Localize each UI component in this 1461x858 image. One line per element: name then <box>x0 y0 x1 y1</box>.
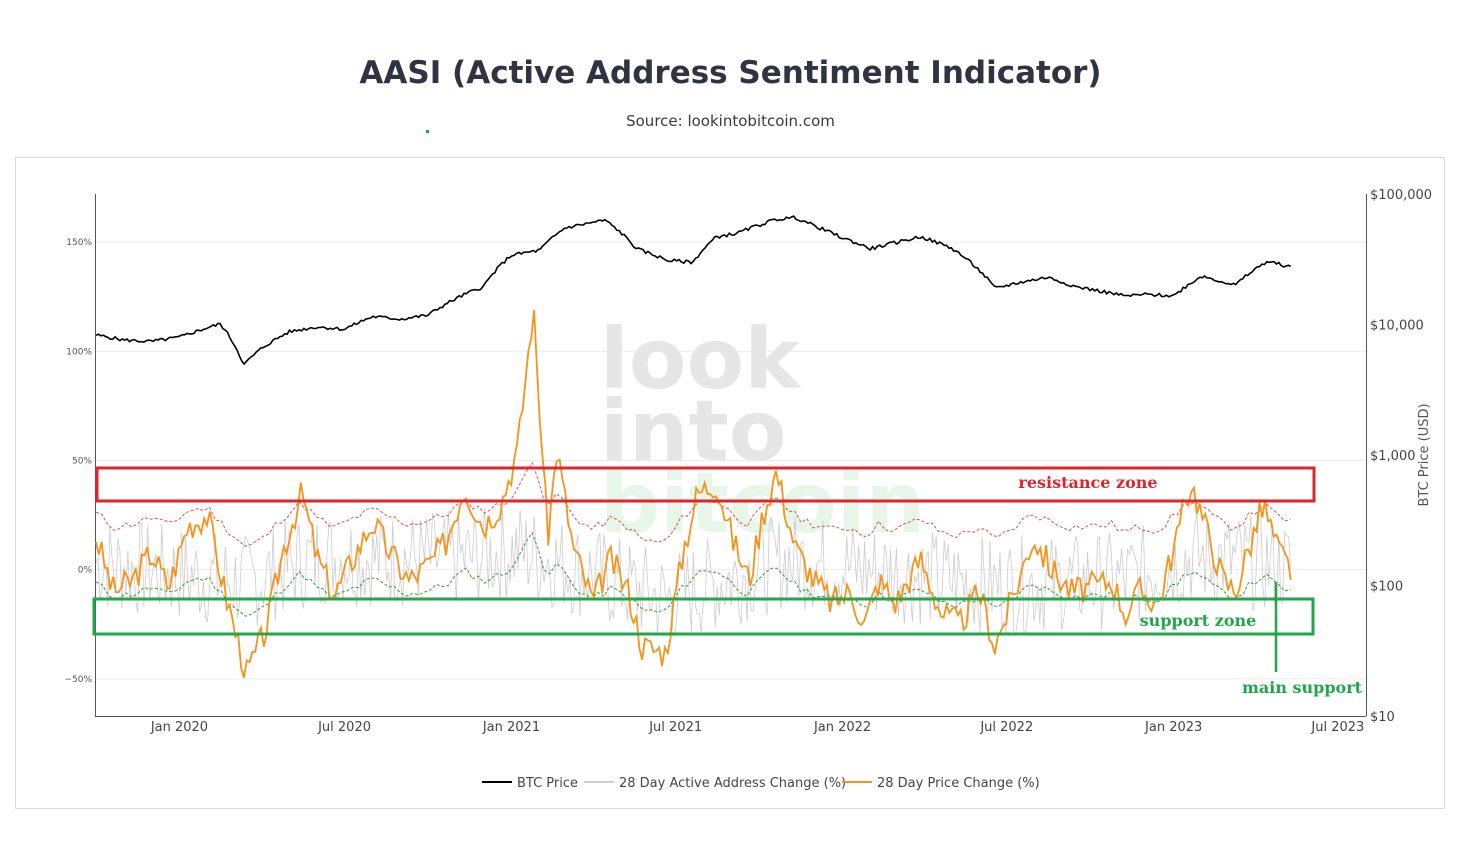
right-tick-label: $100,000 <box>1370 188 1432 203</box>
right-axis-title: BTC Price (USD) <box>1417 403 1432 506</box>
series-btc-price <box>95 215 1292 366</box>
legend: BTC Price 28 Day Active Address Change (… <box>482 776 1040 791</box>
watermark-line-2: into <box>600 382 786 480</box>
lower-band-line <box>95 531 1291 617</box>
x-tick-labels: Jan 2020 Jul 2020 Jan 2021 Jul 2021 Jan 2022… <box>150 720 1365 735</box>
chart-subtitle: Source: lookintobitcoin.com <box>626 112 835 130</box>
left-tick-label: 100% <box>66 347 92 357</box>
x-tick-label: Jan 2022 <box>813 720 871 735</box>
chart-title: AASI (Active Address Sentiment Indicator… <box>359 55 1102 91</box>
btc-price-line <box>95 215 1292 366</box>
left-tick-label: 150% <box>66 238 92 248</box>
decorative-dot <box>426 130 429 133</box>
left-tick-label: 50% <box>72 456 92 466</box>
left-tick-labels: −50% 0% 50% 100% 150% <box>64 238 92 685</box>
left-tick-label: −50% <box>64 675 92 685</box>
main-support-label: main support <box>1242 678 1363 697</box>
right-tick-labels: $10 $100 $1,000 $10,000 $100,000 <box>1370 188 1432 725</box>
series-price-change <box>95 309 1292 678</box>
support-zone-box <box>92 597 1315 636</box>
legend-label-active: 28 Day Active Address Change (%) <box>619 776 846 791</box>
resistance-zone-label: resistance zone <box>1018 473 1157 492</box>
right-tick-label: $1,000 <box>1370 449 1416 464</box>
grid-lines <box>96 241 1366 680</box>
watermark-line-1: look <box>600 310 802 408</box>
price-change-line <box>95 309 1292 678</box>
x-tick-label: Jan 2023 <box>1144 720 1202 735</box>
series-active-address <box>95 507 1292 638</box>
right-tick-label: $100 <box>1370 580 1403 595</box>
x-tick-label: Jul 2023 <box>1310 720 1364 735</box>
legend-label-price-change: 28 Day Price Change (%) <box>877 776 1040 791</box>
legend-label-btc: BTC Price <box>517 776 578 791</box>
right-tick-label: $10,000 <box>1370 319 1424 334</box>
x-tick-label: Jan 2021 <box>482 720 540 735</box>
support-zone-label: support zone <box>1140 611 1257 630</box>
x-tick-label: Jan 2020 <box>150 720 208 735</box>
watermark: look into bitcoin <box>600 310 925 552</box>
watermark-line-3: bitcoin <box>600 454 925 552</box>
x-tick-label: Jul 2022 <box>979 720 1033 735</box>
chart-frame <box>15 157 1445 809</box>
right-tick-label: $10 <box>1370 710 1395 725</box>
resistance-zone-box <box>95 466 1316 503</box>
left-tick-label: 0% <box>78 566 93 576</box>
x-tick-label: Jul 2021 <box>648 720 702 735</box>
annotations: resistance zone support zone main suppor… <box>92 466 1363 697</box>
x-tick-label: Jul 2020 <box>317 720 371 735</box>
active-address-line <box>95 507 1292 638</box>
